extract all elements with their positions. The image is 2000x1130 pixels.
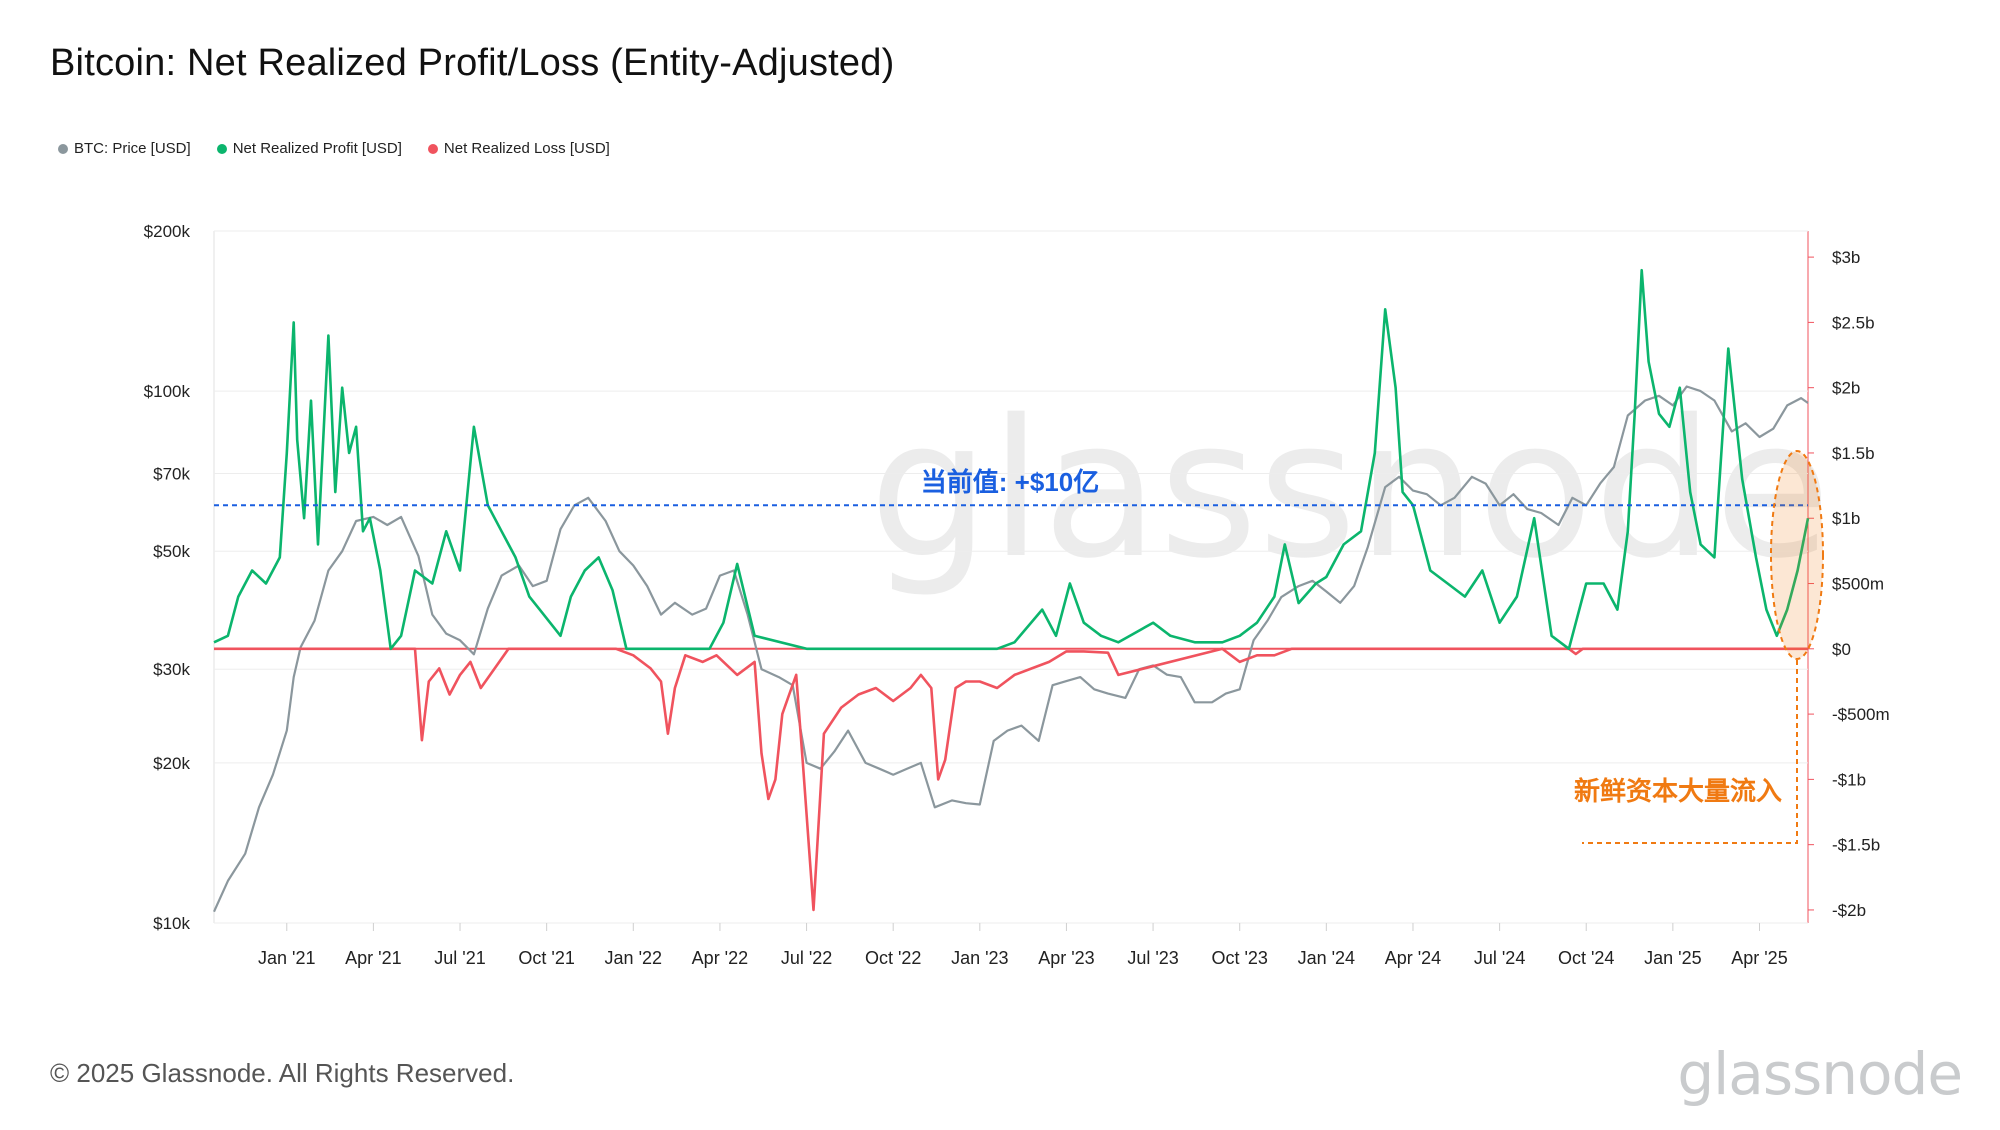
legend: BTC: Price [USD] Net Realized Profit [US… [58,140,610,157]
left-tick-label: $30k [153,660,190,679]
right-axis: $3b $2.5b $2b $1.5b $1b $500m $0 -$500m -$1b -$1.… [1808,248,1890,920]
x-tick-label: Oct '22 [865,948,921,968]
legend-item-price[interactable]: BTC: Price [USD] [58,140,191,157]
watermark-text: glassnode [869,379,1831,600]
right-tick-label: $2.5b [1832,313,1875,332]
x-tick-label: Jan '22 [605,948,662,968]
legend-label-loss: Net Realized Loss [USD] [443,140,610,157]
loss-series-line [214,647,1808,912]
x-tick-label: Jul '24 [1474,948,1525,968]
profit-series-line [213,268,1810,651]
x-tick-label: Jan '24 [1298,948,1355,968]
inflow-highlight-ellipse [1770,450,1824,660]
inflow-connector-line [1582,660,1798,844]
copyright-footer: © 2025 Glassnode. All Rights Reserved. [50,1058,515,1088]
right-tick-label: -$1.5b [1832,836,1880,855]
chart-title: Bitcoin: Net Realized Profit/Loss (Entit… [50,42,895,84]
x-tick-label: Apr '25 [1731,948,1787,968]
price-series-line [212,385,1809,913]
x-tick-label: Jan '21 [258,948,315,968]
left-tick-label: $20k [153,754,190,773]
x-tick-label: Oct '24 [1558,948,1614,968]
legend-label-price: BTC: Price [USD] [74,140,191,157]
x-tick-label: Apr '23 [1038,948,1094,968]
legend-dot-loss [427,143,438,154]
right-tick-label: $1b [1832,509,1860,528]
x-axis: Jan '21 Apr '21 Jul '21 Oct '21 Jan '22 Apr '… [258,923,1788,968]
x-tick-label: Apr '24 [1385,948,1441,968]
inflow-label: 新鲜资本大量流入 [1574,776,1782,806]
legend-item-profit[interactable]: Net Realized Profit [USD] [216,140,402,157]
x-tick-label: Jul '23 [1127,948,1178,968]
right-tick-label: -$2b [1832,901,1866,920]
right-tick-label: -$500m [1832,705,1890,724]
brand-logo: glassnode [1677,1040,1963,1108]
legend-item-loss[interactable]: Net Realized Loss [USD] [427,140,610,157]
series-group [212,268,1810,913]
x-tick-label: Oct '23 [1211,948,1267,968]
left-tick-label: $10k [153,914,190,933]
x-tick-label: Apr '22 [692,948,748,968]
legend-label-profit: Net Realized Profit [USD] [232,140,402,157]
x-tick-label: Apr '21 [345,948,401,968]
right-tick-label: $3b [1832,248,1860,267]
right-tick-label: $0 [1832,640,1851,659]
grid-lines [213,230,1809,924]
right-tick-label: $2b [1832,379,1860,398]
legend-dot-profit [216,143,227,154]
x-tick-label: Oct '21 [518,948,574,968]
x-tick-label: Jul '21 [434,948,485,968]
x-tick-label: Jan '25 [1644,948,1701,968]
right-tick-label: $500m [1832,575,1884,594]
left-tick-label: $100k [144,382,191,401]
left-tick-label: $70k [153,465,190,484]
right-tick-label: -$1b [1832,770,1866,789]
x-tick-label: Jan '23 [951,948,1008,968]
x-tick-label: Jul '22 [781,948,832,968]
left-tick-label: $50k [153,542,190,561]
legend-dot-price [58,143,68,154]
left-tick-label: $200k [144,222,191,241]
current-value-label: 当前值: +$10亿 [921,467,1099,497]
left-axis: $10k $20k $30k $50k $70k $100k $200k [144,222,191,933]
right-tick-label: $1.5b [1832,444,1875,463]
